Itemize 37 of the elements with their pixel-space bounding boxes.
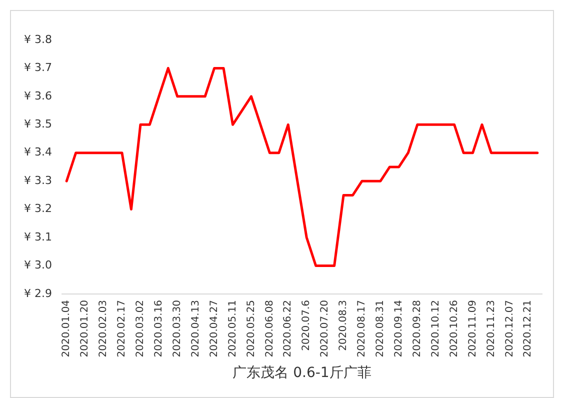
x-tick-label: 2020.07.6 [301, 300, 312, 351]
x-tick-label: 2020.08.31 [375, 300, 386, 358]
x-tick-label: 2020.10.26 [448, 300, 460, 358]
x-tick-label: 2020.04.13 [190, 300, 202, 358]
x-tick-label: 2020.01.20 [80, 300, 91, 358]
y-tick-label: ¥ 3.7 [24, 61, 52, 74]
x-tick-label: 2020.04.27 [208, 300, 220, 358]
y-tick-label: ¥ 3.3 [24, 174, 52, 187]
x-axis-title: 广东茂名 0.6-1斤广菲 [232, 365, 372, 382]
y-tick-label: ¥ 3.8 [24, 32, 52, 46]
y-tick-label: ¥ 3.2 [24, 202, 52, 216]
x-tick-label: 2020.03.16 [154, 300, 165, 358]
x-tick-label: 2020.11.23 [486, 300, 497, 358]
x-tick-label: 2020.03.02 [135, 300, 146, 358]
y-tick-label: ¥ 3.1 [24, 230, 52, 244]
x-tick-label: 2020.12.21 [522, 300, 534, 358]
x-tick-label: 2020.06.22 [282, 300, 294, 358]
x-tick-label: 2020.10.12 [430, 300, 442, 358]
x-tick-label: 2020.05.25 [246, 300, 257, 358]
x-tick-label: 2020.06.08 [264, 300, 276, 358]
y-tick-label: ¥ 3.4 [24, 146, 52, 159]
y-tick-label: ¥ 3.5 [24, 118, 52, 131]
x-tick-label: 2020.08.17 [356, 300, 368, 358]
x-tick-label: 2020.08.3 [338, 300, 350, 351]
y-tick-label: ¥ 3.6 [24, 89, 52, 102]
x-tick-label: 2020.09.28 [412, 300, 423, 358]
x-tick-label: 2020.09.14 [394, 300, 405, 358]
y-tick-label: ¥ 2.9 [24, 286, 52, 300]
x-tick-label: 2020.02.17 [116, 300, 128, 358]
x-tick-label: 2020.01.04 [61, 300, 72, 358]
x-tick-label: 2020.05.11 [227, 300, 238, 358]
x-tick-label: 2020.12.07 [504, 300, 516, 358]
y-tick-label: ¥ 3.0 [24, 258, 52, 272]
x-tick-label: 2020.03.30 [172, 300, 183, 358]
x-tick-label: 2020.11.09 [467, 300, 478, 358]
x-tick-label: 2020.02.03 [98, 300, 110, 358]
x-tick-label: 2020.07.20 [320, 300, 331, 358]
